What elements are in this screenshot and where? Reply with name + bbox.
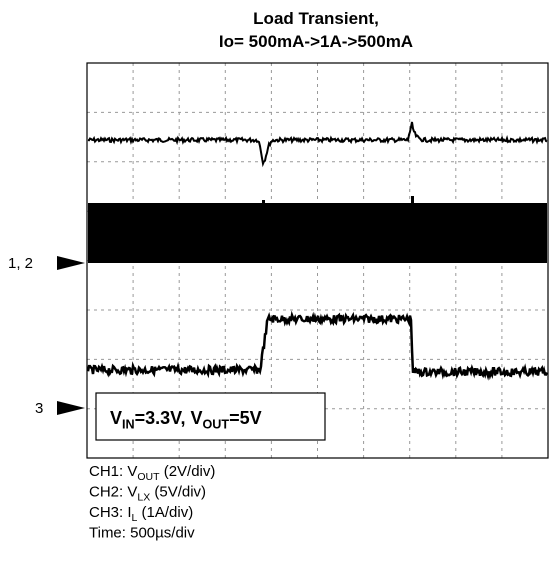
text-part: =5V <box>229 408 262 428</box>
waveforms <box>86 121 549 381</box>
subscript: OUT <box>203 418 230 432</box>
text-part: =3.3V, V <box>135 408 203 428</box>
ch2-edge <box>411 196 414 206</box>
title-line: Load Transient, <box>253 9 379 28</box>
channel-marker: 1, 2 <box>8 255 33 272</box>
ch1-trace <box>87 121 548 168</box>
text-part: (2V/div) <box>160 463 216 480</box>
ch3-trace <box>86 310 549 381</box>
legend-line: CH1: VOUT (2V/div) <box>89 463 215 483</box>
ch2-edge <box>262 200 265 206</box>
text-part: CH3: I <box>89 504 132 521</box>
ch2-band <box>88 203 547 263</box>
legend-line: CH2: VLX (5V/div) <box>89 484 206 504</box>
subscript: OUT <box>137 471 160 483</box>
plot-frame <box>86 62 549 459</box>
legend-line: CH3: IL (1A/div) <box>89 504 193 524</box>
text-part: V <box>110 408 122 428</box>
text-part: Time: 500µs/div <box>89 525 195 542</box>
title-line: Io= 500mA->1A->500mA <box>219 32 413 51</box>
legend-line: Time: 500µs/div <box>89 525 195 542</box>
marker-arrow <box>57 256 85 270</box>
subscript: L <box>132 512 138 524</box>
text-part: CH2: V <box>89 484 137 501</box>
text-part: CH1: V <box>89 463 137 480</box>
channel-marker: 3 <box>35 400 43 417</box>
annotation: VIN=3.3V, VOUT=5V <box>110 408 262 432</box>
annotation-box <box>95 392 326 441</box>
subscript: IN <box>122 418 135 432</box>
subscript: LX <box>137 491 150 503</box>
text-part: (5V/div) <box>150 484 206 501</box>
legend: CH1: VOUT (2V/div)CH2: VLX (5V/div)CH3: … <box>89 463 215 542</box>
marker-arrow <box>57 401 85 415</box>
text-part: (1A/div) <box>137 504 193 521</box>
